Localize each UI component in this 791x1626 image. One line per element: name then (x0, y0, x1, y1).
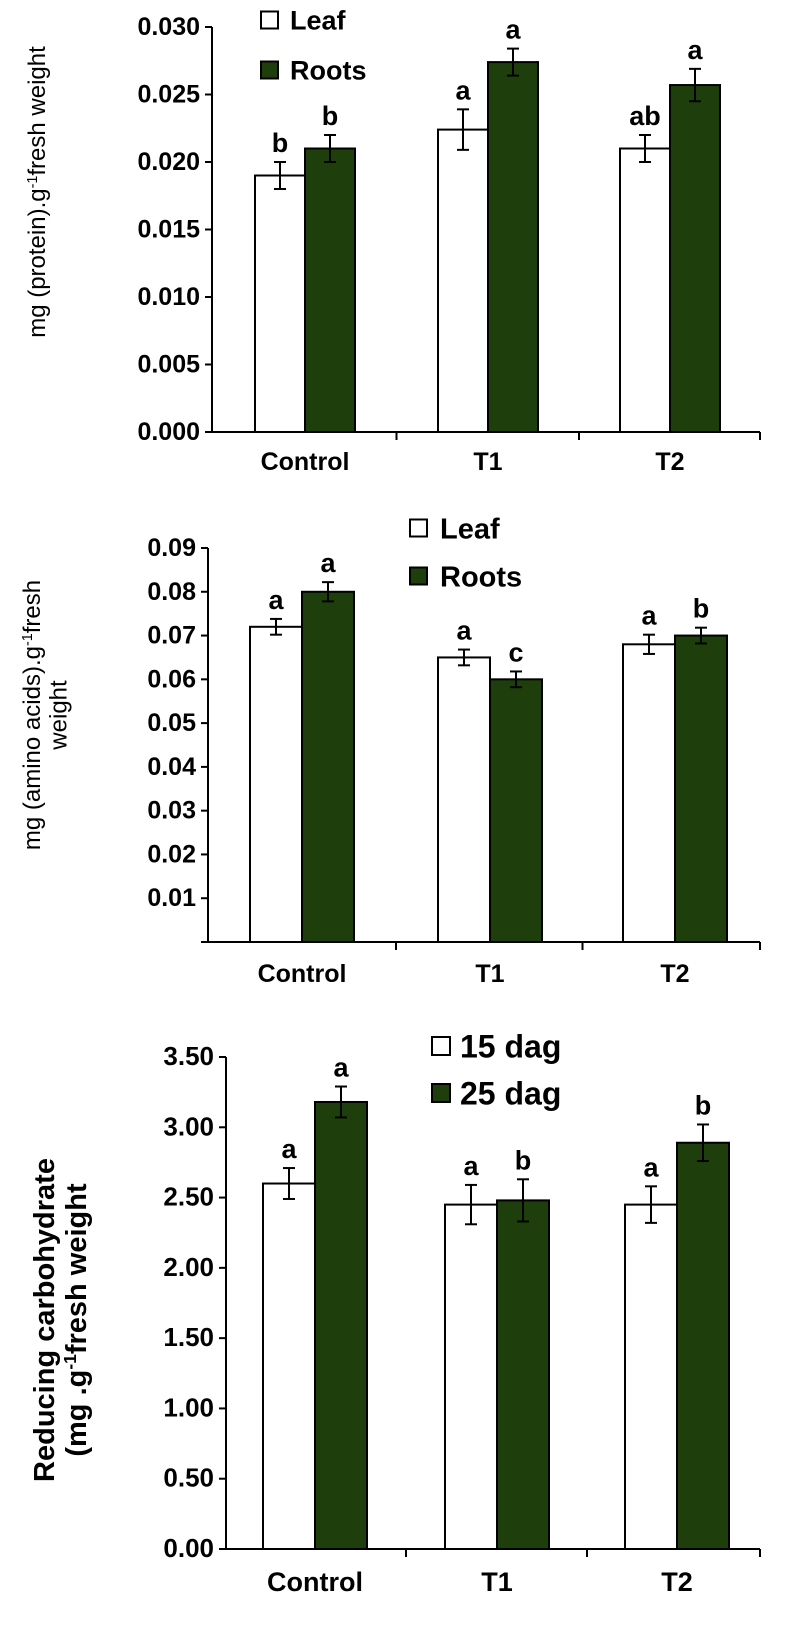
y-tick-label: 0.09 (147, 534, 196, 562)
significance-letter: a (643, 1152, 659, 1182)
significance-letter: b (322, 101, 339, 131)
legend-label: 15 dag (460, 1029, 561, 1065)
bar (444, 1203, 498, 1550)
y-tick-label: 0.03 (147, 797, 196, 825)
y-tick-label: 0.015 (137, 216, 200, 244)
y-tick-label: 0.000 (137, 418, 200, 446)
bar (254, 174, 306, 433)
y-axis-label-text: mg (protein).g (24, 188, 51, 337)
legend-swatch (431, 1083, 451, 1103)
y-tick-label: 0.010 (137, 283, 200, 311)
bar (249, 625, 303, 943)
legend-swatch (409, 518, 428, 538)
y-tick-label: 0.02 (147, 840, 196, 868)
significance-letter: a (268, 585, 284, 615)
x-tick-label: T2 (661, 1567, 693, 1597)
y-tick-label: 3.00 (163, 1111, 214, 1141)
significance-letter: a (281, 1134, 297, 1164)
significance-letter: a (641, 601, 657, 631)
bar (437, 128, 489, 433)
y-axis-label-text: Reducing carbohydrate (29, 1158, 61, 1482)
y-axis-label-text: (mg .g (61, 1370, 93, 1457)
y-tick-label: 3.50 (163, 1041, 214, 1071)
y-tick-label: 0.01 (147, 884, 196, 912)
bar (674, 634, 728, 943)
bar (489, 678, 543, 943)
significance-letter: a (333, 1053, 349, 1083)
bar (619, 147, 671, 433)
legend-label: 25 dag (460, 1076, 561, 1112)
legend-label: Roots (440, 561, 522, 593)
bar (496, 1199, 550, 1550)
x-tick-label: T2 (655, 448, 684, 476)
bar (301, 590, 355, 943)
y-tick-label: 0.07 (147, 622, 196, 650)
y-axis-label-text: weight (45, 680, 72, 751)
x-tick-label: Control (261, 448, 350, 476)
significance-letter: c (508, 637, 523, 667)
y-axis-label-text: fresh weight (61, 1183, 93, 1354)
significance-letter: a (455, 75, 471, 105)
bar (669, 84, 721, 434)
significance-letter: a (687, 35, 703, 65)
y-axis-label-superscript: -1 (20, 633, 36, 646)
y-axis-label-text: fresh weight (24, 46, 51, 176)
legend-label: Leaf (290, 6, 347, 36)
bar (676, 1141, 730, 1550)
x-tick-label: Control (258, 960, 347, 988)
y-tick-label: 0.50 (163, 1463, 214, 1493)
y-axis-label: mg (protein).g-1fresh weight (24, 46, 51, 338)
y-tick-label: 0.08 (147, 578, 196, 606)
legend-swatch (409, 566, 428, 586)
y-tick-label: 0.06 (147, 665, 196, 693)
x-tick-label: T1 (473, 448, 502, 476)
legend-swatch (260, 60, 279, 80)
bar (262, 1182, 316, 1550)
y-tick-label: 1.50 (163, 1322, 214, 1352)
bar (304, 147, 356, 433)
bar (624, 1203, 678, 1550)
bar (487, 61, 539, 433)
x-tick-label: T1 (481, 1567, 513, 1597)
y-tick-label: 0.020 (137, 148, 200, 176)
y-axis-label: mg (amino acids).g-1fresh weight (19, 580, 72, 850)
y-tick-label: 0.04 (147, 753, 196, 781)
legend-swatch (260, 10, 279, 30)
significance-letter: a (505, 15, 521, 45)
x-tick-label: T2 (660, 960, 689, 988)
legend-swatch (431, 1036, 451, 1056)
y-tick-label: 0.005 (137, 351, 200, 379)
y-axis-label-superscript: -1 (60, 1354, 80, 1370)
y-tick-label: 0.025 (137, 81, 200, 109)
y-axis-label-superscript: -1 (25, 176, 41, 189)
y-tick-label: 0.00 (163, 1533, 214, 1563)
y-tick-label: 2.50 (163, 1182, 214, 1212)
y-axis-label: Reducing carbohydrate(mg .g-1fresh weigh… (29, 1158, 93, 1482)
significance-letter: a (320, 548, 336, 578)
x-tick-label: Control (267, 1567, 363, 1597)
y-axis-label-text: mg (amino acids).g (19, 646, 46, 850)
significance-letter: a (456, 616, 472, 646)
y-tick-label: 0.05 (147, 709, 196, 737)
significance-letter: b (695, 1090, 712, 1120)
significance-letter: ab (629, 101, 661, 131)
bar (437, 656, 491, 943)
legend-label: Roots (290, 56, 367, 86)
y-tick-label: 1.00 (163, 1392, 214, 1422)
significance-letter: b (693, 594, 710, 624)
y-tick-label: 2.00 (163, 1252, 214, 1282)
bar (622, 643, 676, 943)
significance-letter: b (515, 1145, 532, 1175)
y-tick-label: 0.030 (137, 13, 200, 41)
significance-letter: b (272, 128, 289, 158)
significance-letter: a (463, 1151, 479, 1181)
y-axis-label-text: fresh (19, 580, 46, 633)
legend-label: Leaf (440, 513, 500, 545)
x-tick-label: T1 (475, 960, 504, 988)
bar (314, 1100, 368, 1551)
